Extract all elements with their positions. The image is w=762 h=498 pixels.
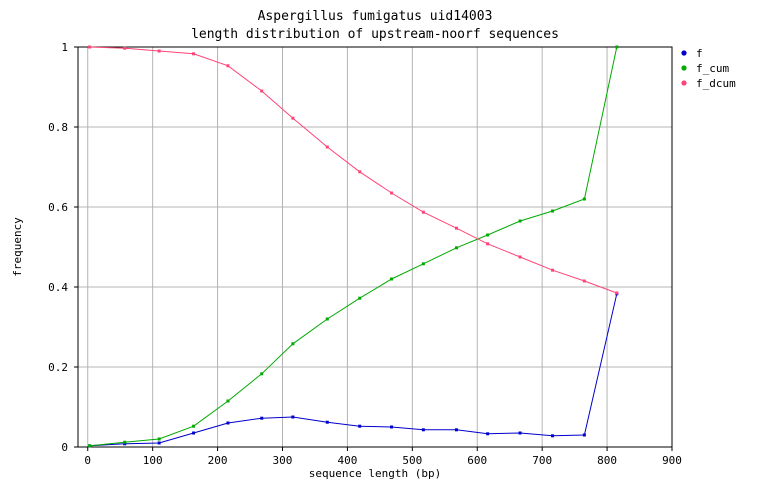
x-tick-label: 300	[273, 454, 293, 467]
series-line-f	[89, 293, 618, 447]
y-tick-label: 0.4	[48, 281, 68, 294]
data-point-f_cum	[260, 372, 264, 376]
legend-label-f_cum: f_cum	[696, 62, 729, 75]
tick-labels: 0 100 200 300 400 500 600 700 800 900 0 0.2 0.4 0.6 0.…	[48, 41, 682, 467]
x-tick-label: 200	[208, 454, 228, 467]
data-point-f	[486, 432, 490, 436]
grid	[78, 46, 673, 448]
data-point-f	[192, 431, 196, 435]
data-point-f_dcum	[226, 64, 230, 68]
y-tick-label: 1	[61, 41, 68, 54]
series-line-f_dcum	[89, 46, 617, 294]
data-point-f_cum	[157, 437, 161, 441]
data-point-f_cum	[518, 219, 522, 223]
data-point-f_dcum	[291, 116, 295, 120]
x-axis-label: sequence length (bp)	[309, 467, 441, 480]
data-point-f	[157, 441, 161, 445]
data-point-f_cum	[454, 246, 458, 250]
data-point-f_cum	[358, 296, 362, 300]
y-axis-label: frequency	[11, 217, 24, 277]
data-point-f_cum	[123, 440, 127, 444]
data-point-f_dcum	[88, 45, 92, 49]
data-point-f_cum	[291, 342, 295, 346]
data-point-f_dcum	[157, 49, 161, 53]
data-point-f_cum	[421, 262, 425, 266]
data-point-f	[582, 433, 586, 437]
legend: f f_cum f_dcum	[681, 47, 736, 90]
data-point-f_cum	[390, 277, 394, 281]
data-point-f	[551, 434, 555, 438]
data-point-f	[421, 428, 425, 432]
x-tick-label: 900	[662, 454, 682, 467]
data-point-f	[390, 425, 394, 429]
data-point-f_cum	[88, 444, 92, 448]
data-point-f_cum	[192, 424, 196, 428]
chart-title: Aspergillus fumigatus uid14003	[257, 9, 493, 24]
series-layer	[88, 45, 619, 448]
data-point-f	[291, 415, 295, 419]
data-point-f_cum	[615, 45, 619, 49]
y-tick-label: 0.6	[48, 201, 68, 214]
legend-marker-f_dcum	[681, 80, 687, 86]
data-point-f_dcum	[390, 191, 394, 195]
data-point-f_cum	[582, 197, 586, 201]
data-point-f_cum	[486, 233, 490, 237]
plot-frame	[77, 46, 673, 448]
legend-marker-f	[681, 50, 687, 56]
data-point-f	[358, 424, 362, 428]
data-point-f	[325, 420, 329, 424]
data-point-f_dcum	[358, 170, 362, 174]
data-point-f_dcum	[260, 89, 264, 93]
chart-subtitle: length distribution of upstream-noorf se…	[191, 27, 559, 42]
data-point-f_cum	[551, 209, 555, 213]
data-point-f_dcum	[325, 145, 329, 149]
data-point-f_dcum	[582, 279, 586, 283]
data-point-f_dcum	[123, 46, 127, 50]
data-point-f_cum	[226, 399, 230, 403]
x-tick-label: 400	[337, 454, 357, 467]
x-tick-label: 0	[84, 454, 91, 467]
x-tick-label: 500	[402, 454, 422, 467]
data-point-f_dcum	[454, 226, 458, 230]
y-tick-label: 0	[61, 441, 68, 454]
x-tick-label: 700	[532, 454, 552, 467]
series-line-f_cum	[89, 46, 618, 447]
legend-label-f_dcum: f_dcum	[696, 77, 736, 90]
data-point-f_dcum	[192, 52, 196, 56]
legend-label-f: f	[696, 47, 703, 60]
data-point-f_cum	[325, 317, 329, 321]
x-tick-label: 600	[467, 454, 487, 467]
x-tick-label: 800	[597, 454, 617, 467]
data-point-f	[226, 421, 230, 425]
data-point-f_dcum	[518, 255, 522, 259]
data-point-f	[260, 416, 264, 420]
data-point-f	[518, 431, 522, 435]
legend-marker-f_cum	[681, 65, 687, 71]
data-point-f_dcum	[421, 210, 425, 214]
y-tick-label: 0.8	[48, 121, 68, 134]
data-point-f_dcum	[615, 291, 619, 295]
data-point-f	[454, 428, 458, 432]
y-tick-label: 0.2	[48, 361, 68, 374]
data-point-f_dcum	[551, 268, 555, 272]
data-point-f_dcum	[486, 242, 490, 246]
data-point-f	[123, 442, 127, 446]
x-tick-label: 100	[143, 454, 163, 467]
